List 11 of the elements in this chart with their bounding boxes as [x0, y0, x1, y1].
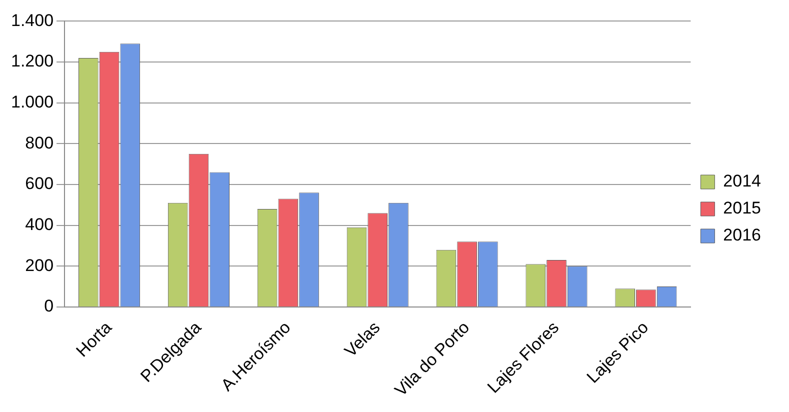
- legend-label: 2014: [723, 172, 762, 191]
- y-tick-label: 1.200: [10, 52, 54, 71]
- legend-label: 2016: [723, 226, 762, 245]
- y-tick-label: 1.400: [10, 10, 54, 30]
- y-tick-label: 800: [25, 133, 54, 152]
- y-tick-label: 0: [44, 296, 54, 316]
- y-tick-label: 400: [25, 215, 54, 234]
- legend-label: 2015: [723, 198, 762, 218]
- y-tick-label: 1.000: [10, 92, 54, 112]
- y-tick-label: 600: [25, 174, 54, 194]
- y-tick-label: 200: [25, 256, 54, 275]
